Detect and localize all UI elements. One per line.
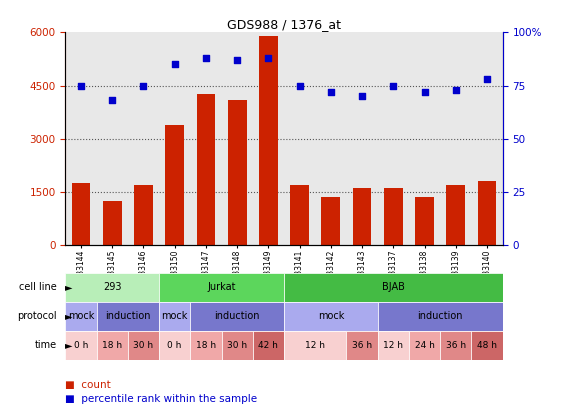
Text: time: time [35, 341, 57, 350]
Text: mock: mock [68, 311, 94, 321]
Point [420, 89, 429, 95]
Text: 36 h: 36 h [352, 341, 372, 350]
Bar [159, 302, 190, 331]
Point [202, 55, 211, 61]
Text: cell line: cell line [19, 282, 57, 292]
Bar [378, 331, 409, 360]
Point [358, 93, 367, 100]
Text: 293: 293 [103, 282, 122, 292]
Text: 0 h: 0 h [74, 341, 88, 350]
Text: 0 h: 0 h [168, 341, 182, 350]
Point [326, 89, 335, 95]
Point [233, 57, 242, 63]
Text: 18 h: 18 h [102, 341, 122, 350]
Bar [259, 36, 278, 245]
Bar [378, 302, 503, 331]
Text: 12 h: 12 h [383, 341, 403, 350]
Bar [290, 185, 309, 245]
Point [264, 55, 273, 61]
Bar [97, 302, 159, 331]
Text: Jurkat: Jurkat [207, 282, 236, 292]
Bar [128, 331, 159, 360]
Bar [353, 188, 371, 245]
Bar [65, 331, 97, 360]
Text: induction: induction [417, 311, 463, 321]
Point [76, 82, 86, 89]
Bar [197, 94, 215, 245]
Bar [284, 302, 378, 331]
Bar [440, 331, 471, 360]
Bar [134, 185, 153, 245]
Bar [384, 188, 403, 245]
Text: 42 h: 42 h [258, 341, 278, 350]
Bar [228, 100, 247, 245]
Text: induction: induction [105, 311, 151, 321]
Text: ►: ► [65, 341, 73, 350]
Bar [190, 331, 222, 360]
Bar [159, 331, 190, 360]
Title: GDS988 / 1376_at: GDS988 / 1376_at [227, 18, 341, 31]
Bar [478, 181, 496, 245]
Bar [65, 273, 159, 302]
Bar [159, 273, 284, 302]
Bar [65, 302, 97, 331]
Text: 12 h: 12 h [305, 341, 325, 350]
Point [139, 82, 148, 89]
Text: 30 h: 30 h [133, 341, 153, 350]
Point [108, 97, 117, 104]
Bar [97, 331, 128, 360]
Bar [253, 331, 284, 360]
Bar [409, 331, 440, 360]
Text: ■  count: ■ count [65, 380, 111, 390]
Bar [446, 185, 465, 245]
Text: mock: mock [318, 311, 344, 321]
Bar [103, 201, 122, 245]
Point [451, 87, 460, 93]
Bar [72, 183, 90, 245]
Text: mock: mock [161, 311, 188, 321]
Text: 36 h: 36 h [446, 341, 466, 350]
Bar [415, 197, 434, 245]
Text: protocol: protocol [17, 311, 57, 321]
Bar [190, 302, 284, 331]
Bar [284, 331, 346, 360]
Bar [222, 331, 253, 360]
Text: 24 h: 24 h [415, 341, 435, 350]
Text: ►: ► [65, 311, 73, 321]
Point [483, 76, 492, 83]
Bar [346, 331, 378, 360]
Text: induction: induction [214, 311, 260, 321]
Text: ■  percentile rank within the sample: ■ percentile rank within the sample [65, 394, 257, 405]
Text: 18 h: 18 h [196, 341, 216, 350]
Text: BJAB: BJAB [382, 282, 405, 292]
Point [170, 61, 179, 68]
Point [295, 82, 304, 89]
Bar [284, 273, 503, 302]
Point [389, 82, 398, 89]
Bar [471, 331, 503, 360]
Text: 48 h: 48 h [477, 341, 497, 350]
Bar [165, 125, 184, 245]
Bar [321, 197, 340, 245]
Text: ►: ► [65, 282, 73, 292]
Text: 30 h: 30 h [227, 341, 247, 350]
